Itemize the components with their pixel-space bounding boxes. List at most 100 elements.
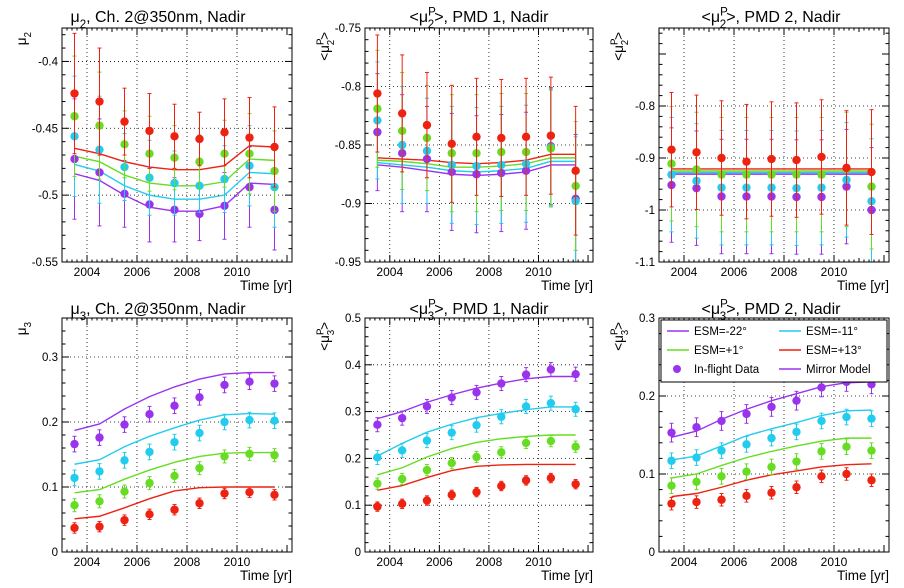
- data-point: [472, 132, 481, 142]
- data-point: [817, 472, 826, 481]
- x-tick-label: 2004: [74, 265, 101, 279]
- data-point: [667, 428, 676, 437]
- data-point: [571, 479, 580, 489]
- data-point: [546, 131, 556, 140]
- panel-1: 2004 2006 2008 2010 -0.55 -0.5 -0.45 -0.4 Time […: [14, 9, 293, 293]
- data-point: [195, 134, 204, 144]
- data-point: [742, 440, 751, 449]
- data-point: [667, 145, 676, 154]
- data-point: [521, 132, 531, 142]
- data-point: [497, 379, 506, 388]
- legend-label: ESM=+1°: [694, 345, 743, 357]
- data-point: [767, 488, 776, 497]
- y-tick-label: 0.1: [42, 482, 58, 494]
- data-point: [120, 515, 129, 525]
- x-tick-label: 2008: [174, 265, 201, 279]
- x-tick-label: 2006: [426, 265, 453, 279]
- legend-label: ESM=-11°: [806, 326, 858, 338]
- x-tick-label: 2008: [174, 555, 201, 569]
- data-point: [571, 166, 580, 175]
- data-point: [767, 462, 776, 472]
- data-point: [447, 428, 456, 437]
- y-tick-label: -0.8: [341, 82, 361, 94]
- data-point: [521, 476, 531, 485]
- data-point: [817, 383, 826, 392]
- data-point: [692, 148, 701, 157]
- y-tick-label: 0: [649, 547, 655, 559]
- model-line-2: [671, 409, 872, 461]
- x-tick-label: 2010: [525, 555, 552, 569]
- data-point: [270, 416, 279, 425]
- data-point: [220, 128, 229, 137]
- data-point: [245, 377, 254, 386]
- y-tick-label: 0.3: [42, 352, 58, 364]
- data-point: [220, 417, 229, 427]
- y-tick-label: 0.2: [42, 417, 58, 429]
- data-point: [717, 153, 726, 163]
- data-point: [447, 139, 456, 149]
- x-tick-label: 2010: [821, 555, 848, 569]
- data-point: [373, 502, 382, 511]
- data-point: [220, 452, 229, 461]
- data-point: [742, 491, 751, 501]
- data-point: [70, 473, 79, 483]
- data-point: [692, 477, 701, 486]
- y-tick-label: 0.1: [345, 500, 361, 512]
- data-point: [397, 446, 407, 455]
- data-point: [571, 442, 580, 451]
- data-point: [497, 448, 506, 457]
- data-point: [692, 497, 701, 507]
- model-line-4: [377, 463, 576, 491]
- y-axis-label: <μP3>: [315, 322, 337, 351]
- data-point: [422, 496, 432, 505]
- data-point: [717, 495, 726, 504]
- chart-title: <μP 2>, PMD 2, Nadir: [702, 6, 842, 31]
- y-axis-label: <μP3>: [609, 322, 631, 351]
- data-point: [270, 490, 279, 499]
- data-point: [95, 522, 104, 531]
- data-point: [397, 499, 407, 508]
- data-point: [70, 501, 79, 510]
- data-point: [521, 370, 531, 379]
- x-tick-label: 2008: [771, 555, 798, 569]
- data-point: [867, 476, 876, 485]
- data-point: [422, 436, 432, 445]
- data-point: [95, 467, 104, 476]
- model-line-3: [74, 451, 275, 494]
- data-point: [422, 120, 432, 130]
- data-point: [447, 393, 456, 402]
- data-point: [120, 456, 129, 465]
- y-tick-label: 0.3: [345, 407, 361, 419]
- x-tick-label: 2004: [671, 265, 698, 279]
- data-point: [692, 423, 701, 432]
- data-point: [195, 428, 204, 438]
- data-point: [867, 167, 876, 177]
- y-tick-label: -0.5: [38, 190, 58, 202]
- data-point: [472, 452, 481, 462]
- x-tick-label: 2004: [376, 555, 403, 569]
- x-tick-label: 2004: [376, 265, 403, 279]
- legend-label: Mirror Model: [806, 364, 871, 376]
- x-axis-label: Time [yr]: [541, 278, 593, 293]
- chart-title: <μP 3>, PMD 1, Nadir: [410, 298, 550, 323]
- x-axis-label: Time [yr]: [837, 568, 889, 583]
- y-tick-label: -0.9: [635, 153, 655, 165]
- y-tick-label: -0.85: [335, 140, 361, 152]
- data-point: [767, 402, 776, 412]
- panel-4: 2004 2006 2008 2010 0 0.1 0.2 0.3 Time [yr] μ3 μ3,…: [14, 301, 293, 583]
- x-tick-label: 2010: [821, 265, 848, 279]
- data-point: [521, 402, 531, 411]
- data-point: [270, 142, 279, 152]
- y-tick-label: 0.2: [345, 453, 361, 465]
- data-point: [667, 499, 676, 508]
- data-point: [195, 209, 204, 219]
- data-point: [546, 473, 556, 483]
- data-point: [817, 152, 826, 162]
- chart-title: <μP 3>, PMD 2, Nadir: [702, 298, 842, 323]
- x-axis-label: Time [yr]: [541, 568, 593, 583]
- data-point: [145, 126, 154, 136]
- data-point: [220, 489, 229, 498]
- x-tick-label: 2004: [671, 555, 698, 569]
- data-point: [792, 155, 801, 165]
- x-tick-label: 2006: [124, 265, 151, 279]
